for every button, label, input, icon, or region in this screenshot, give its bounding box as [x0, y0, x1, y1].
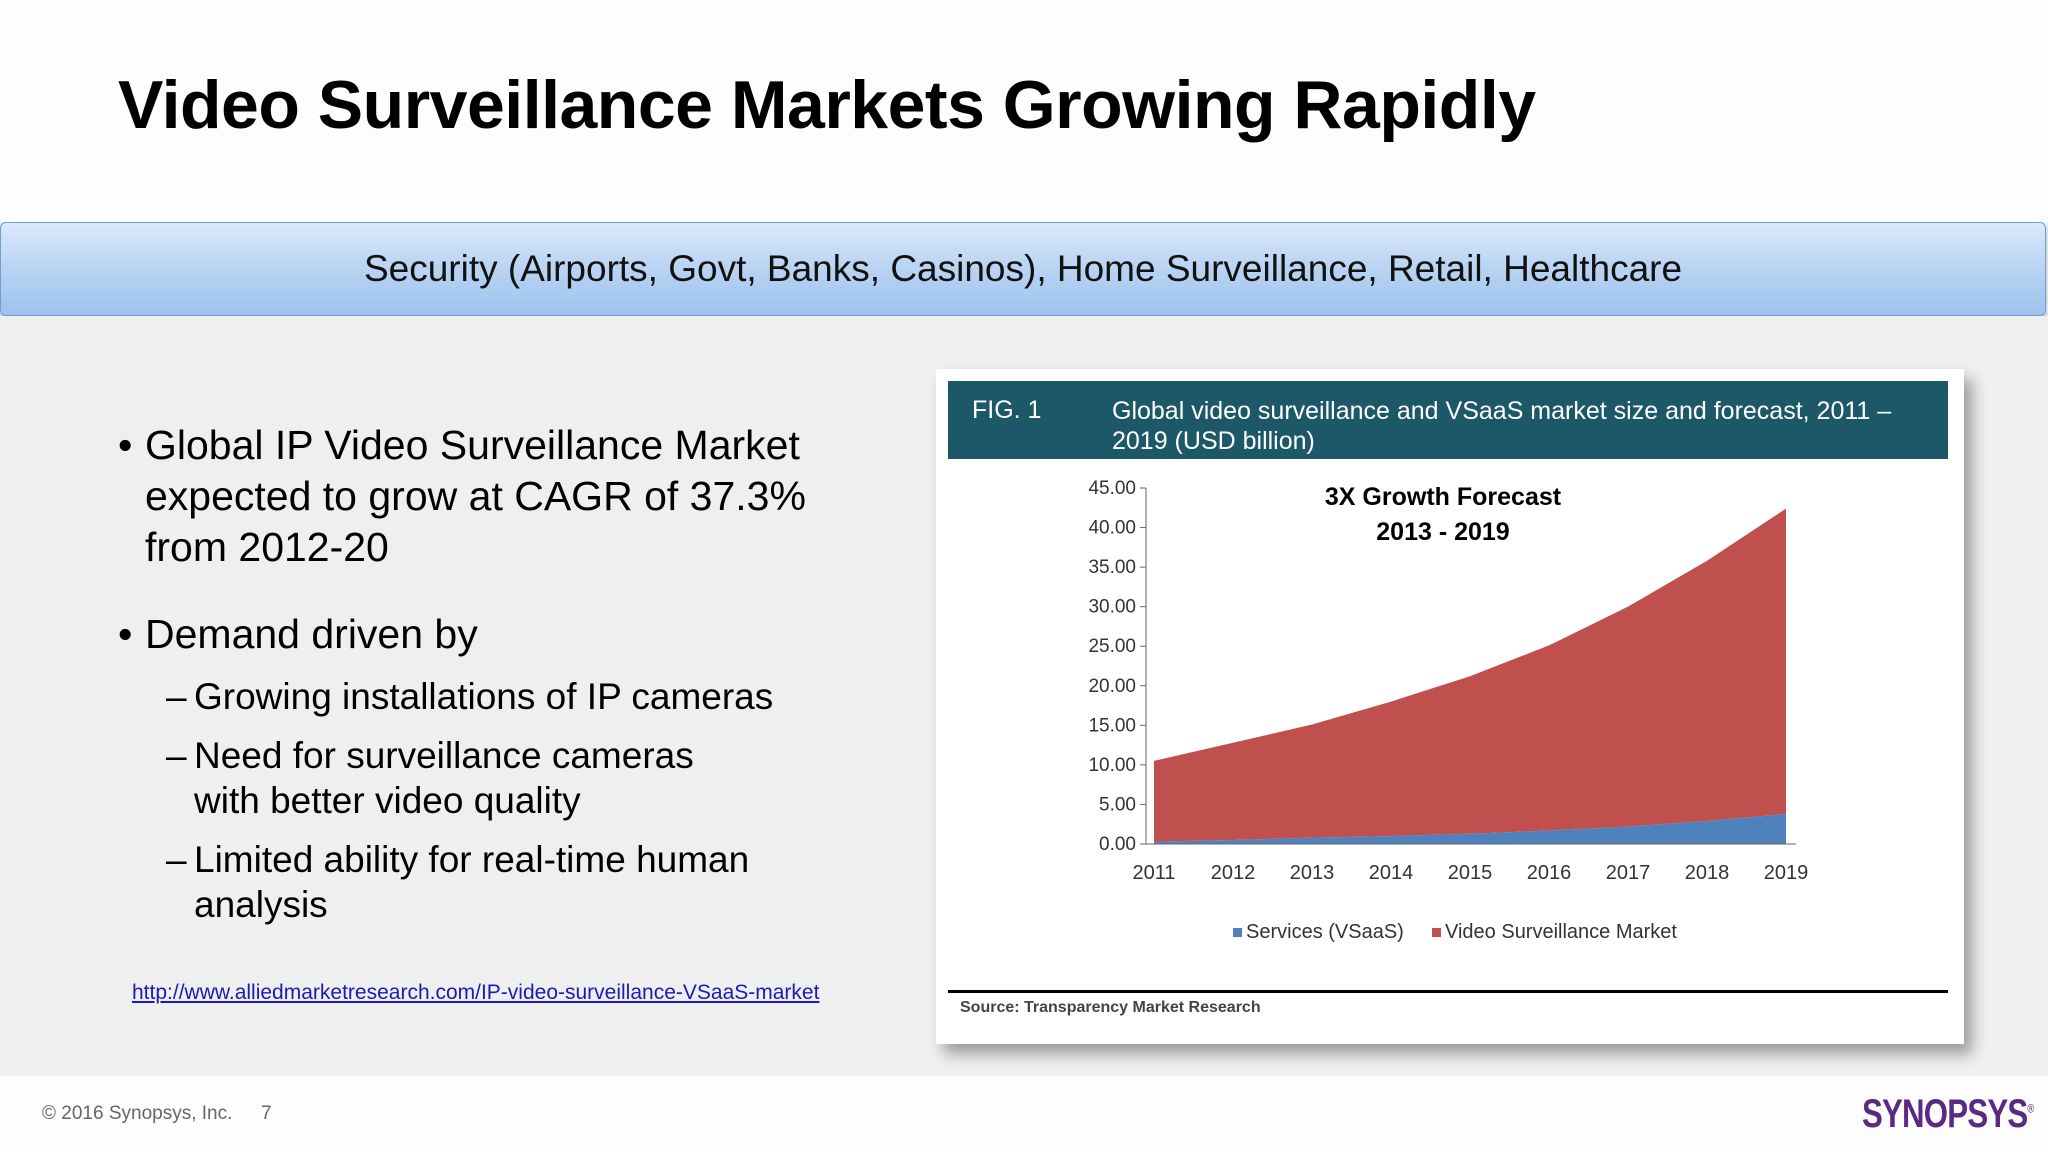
y-tick-label: 5.00: [1099, 794, 1136, 815]
copyright-text: © 2016 Synopsys, Inc.: [42, 1103, 233, 1124]
annotation-year-range: 2013 - 2019: [1376, 518, 1509, 546]
x-tick-label: 2013: [1290, 862, 1335, 884]
bullet-marker: •: [118, 611, 133, 657]
synopsys-logo: SYNOPSYS®: [1862, 1092, 2034, 1137]
figure-label: FIG. 1: [972, 396, 1042, 424]
logo-text: SYNOPSYS: [1862, 1092, 2028, 1136]
source-link[interactable]: http://www.alliedmarketresearch.com/IP-v…: [132, 981, 820, 1004]
sub-bullet-text: Limited ability for real-time human anal…: [194, 839, 750, 925]
legend-label: Video Surveillance Market: [1445, 921, 1677, 943]
page-number: 7: [261, 1103, 272, 1124]
annotation-growth-forecast: 3X Growth Forecast: [1325, 483, 1562, 511]
figure-caption: Global video surveillance and VSaaS mark…: [1112, 397, 1892, 455]
y-tick-label: 40.00: [1088, 518, 1136, 539]
y-tick-label: 30.00: [1088, 597, 1136, 618]
sub-bullet-marker: –: [166, 735, 187, 776]
y-tick-label: 35.00: [1088, 557, 1136, 578]
legend-swatch: [1233, 928, 1242, 937]
title-area: Video Surveillance Markets Growing Rapid…: [0, 0, 2048, 222]
banner-text: Security (Airports, Govt, Banks, Casinos…: [363, 248, 1683, 289]
y-tick-label: 10.00: [1088, 755, 1136, 776]
figure-divider: [948, 990, 1948, 993]
legend-label: Services (VSaaS): [1246, 921, 1404, 943]
bullet-marker: •: [118, 422, 133, 468]
y-tick-label: 15.00: [1088, 715, 1136, 736]
x-tick-label: 2015: [1448, 862, 1493, 884]
sub-bullet-item: – Need for surveillance cameras with bet…: [118, 733, 754, 823]
x-tick-label: 2016: [1527, 862, 1572, 884]
area-video-surveillance-market: [1154, 508, 1786, 842]
bullet-item: • Demand driven by: [118, 609, 898, 660]
sub-bullet-item: – Growing installations of IP cameras: [118, 674, 804, 719]
x-tick-label: 2012: [1211, 862, 1256, 884]
bullet-list: • Global IP Video Surveillance Market ex…: [118, 420, 898, 927]
y-tick-label: 0.00: [1099, 834, 1136, 855]
figure-source: Source: Transparency Market Research: [960, 999, 1261, 1016]
sub-bullet-marker: –: [166, 676, 187, 717]
bullet-text: Demand driven by: [145, 611, 478, 657]
y-tick-label: 20.00: [1088, 676, 1136, 697]
area-services-vsaas: [1154, 813, 1786, 844]
sub-bullet-marker: –: [166, 839, 187, 880]
legend-swatch: [1432, 928, 1441, 937]
slide-title: Video Surveillance Markets Growing Rapid…: [118, 67, 1536, 143]
figure-header: FIG. 1 Global video surveillance and VSa…: [948, 381, 1948, 459]
x-tick-label: 2014: [1369, 862, 1414, 884]
y-tick-label: 25.00: [1088, 636, 1136, 657]
footer: © 2016 Synopsys, Inc. 7 SYNOPSYS®: [0, 1076, 2048, 1152]
registered-mark: ®: [2027, 1101, 2034, 1116]
sub-bullet-text: Need for surveillance cameras with bette…: [194, 735, 694, 821]
area-chart: 0.00 5.00 10.00 15.00 20.00 25.00 30.00 35.00 40…: [1088, 478, 1809, 943]
x-tick-label: 2011: [1132, 862, 1175, 884]
bullet-text: Global IP Video Surveillance Market expe…: [145, 422, 806, 570]
sub-bullet-item: – Limited ability for real-time human an…: [118, 837, 794, 927]
y-tick-label: 45.00: [1088, 478, 1136, 499]
x-tick-label: 2017: [1606, 862, 1651, 884]
x-tick-label: 2019: [1764, 862, 1809, 884]
chart-figure: FIG. 1 Global video surveillance and VSa…: [936, 369, 1964, 1044]
bullet-item: • Global IP Video Surveillance Market ex…: [118, 420, 898, 573]
sub-bullet-text: Growing installations of IP cameras: [194, 676, 774, 717]
x-tick-label: 2018: [1685, 862, 1730, 884]
topic-banner: Security (Airports, Govt, Banks, Casinos…: [0, 222, 2046, 316]
